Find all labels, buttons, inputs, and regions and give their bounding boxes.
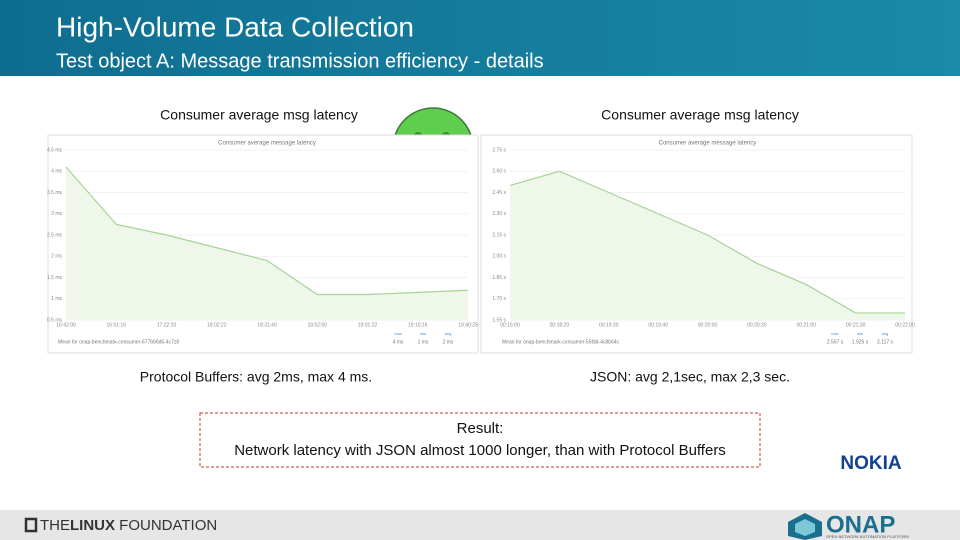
x-tick-label: 00:22:00: [895, 322, 915, 328]
x-tick-label: 00:19:30: [599, 322, 619, 328]
legend-column: max: [394, 331, 402, 336]
footer-logo: THELINUX FOUNDATION: [40, 517, 217, 534]
result-text: Network latency with JSON almost 1000 lo…: [234, 442, 726, 459]
x-tick-label: 17:22:20: [157, 322, 177, 328]
y-tick-label: 2.30 s: [492, 211, 506, 217]
x-tick-label: 18:02:22: [207, 322, 227, 328]
legend-column: min: [420, 331, 426, 336]
panel-caption: JSON: avg 2,1sec, max 2,3 sec.: [590, 369, 790, 385]
result-box: [199, 412, 761, 468]
lf-icon: [24, 517, 38, 533]
x-tick-label: 00:15:00: [500, 322, 520, 328]
legend-column: min: [857, 331, 863, 336]
legend-stat: 1 ms: [418, 339, 429, 345]
x-tick-label: 16:42:00: [56, 322, 76, 328]
y-tick-label: 1.5 ms: [47, 275, 63, 281]
y-tick-label: 1 ms: [51, 296, 62, 302]
y-tick-label: 1.70 s: [492, 296, 506, 302]
lf-linux: LINUX: [70, 517, 115, 534]
lf-the: THE: [40, 517, 70, 534]
panel-heading: Consumer average msg latency: [160, 107, 358, 123]
legend-column: avg: [882, 331, 888, 336]
x-tick-label: 19:10:16: [408, 322, 428, 328]
chart-title: Consumer average message latency: [659, 141, 757, 147]
y-tick-label: 2.00 s: [492, 254, 506, 260]
legend-stat: 1.925 s: [852, 339, 869, 345]
x-tick-label: 19:40:25: [458, 322, 478, 328]
y-tick-label: 3 ms: [51, 211, 62, 217]
header-bar: [0, 0, 960, 76]
y-tick-label: 0.5 ms: [47, 317, 63, 323]
y-tick-label: 2.5 ms: [47, 232, 63, 238]
legend-column: max: [831, 331, 839, 336]
x-tick-label: 19:01:22: [358, 322, 378, 328]
subtitle: Test object A: Message transmission effi…: [56, 50, 544, 72]
y-tick-label: 4 ms: [51, 169, 62, 175]
x-tick-label: 00:18:20: [550, 322, 570, 328]
y-tick-label: 2 ms: [51, 254, 62, 260]
chart-title: Consumer average message latency: [218, 141, 316, 147]
title: High-Volume Data Collection: [56, 11, 414, 42]
area: [66, 167, 468, 320]
legend-stat: 2.117 s: [877, 339, 894, 345]
area: [510, 171, 905, 320]
x-tick-label: 00:21:00: [797, 322, 817, 328]
x-tick-label: 00:21:30: [846, 322, 866, 328]
lf-foundation: FOUNDATION: [119, 517, 217, 534]
onap-icon: [788, 513, 822, 540]
y-tick-label: 3.5 ms: [47, 190, 63, 196]
panel-caption: Protocol Buffers: avg 2ms, max 4 ms.: [140, 369, 372, 385]
y-tick-label: 2.45 s: [492, 190, 506, 196]
y-tick-label: 2.15 s: [492, 232, 506, 238]
nokia-logo: NOKIA: [840, 453, 902, 474]
y-tick-label: 2.75 s: [492, 147, 506, 153]
legend-stat: 4 ms: [393, 339, 404, 345]
y-tick-label: 1.55 s: [492, 317, 506, 323]
y-tick-label: 4.5 ms: [47, 147, 63, 153]
legend-name: Mean for onap-benchmark-consumer-55fdd-4…: [502, 339, 620, 345]
x-tick-label: 00:19:40: [648, 322, 668, 328]
onap-logo: ONAP: [826, 511, 895, 538]
x-tick-label: 00:20:00: [698, 322, 718, 328]
result-label: Result:: [457, 420, 504, 437]
onap-tagline: OPEN NETWORK AUTOMATION PLATFORM: [826, 534, 909, 539]
y-tick-label: 2.60 s: [492, 169, 506, 175]
legend-stat: 2.557 s: [827, 339, 844, 345]
legend-stat: 2 ms: [443, 339, 454, 345]
legend-name: Mean for onap-benchmark-consumer-6776b6d…: [58, 339, 179, 345]
line: [65, 166, 469, 296]
x-tick-label: 18:52:50: [308, 322, 328, 328]
panel-heading: Consumer average msg latency: [601, 107, 799, 123]
x-tick-label: 16:51:16: [107, 322, 127, 328]
x-tick-label: 00:20:30: [747, 322, 767, 328]
legend-column: avg: [445, 331, 451, 336]
y-tick-label: 1.85 s: [492, 275, 506, 281]
x-tick-label: 18:31:40: [257, 322, 277, 328]
line: [509, 170, 905, 314]
